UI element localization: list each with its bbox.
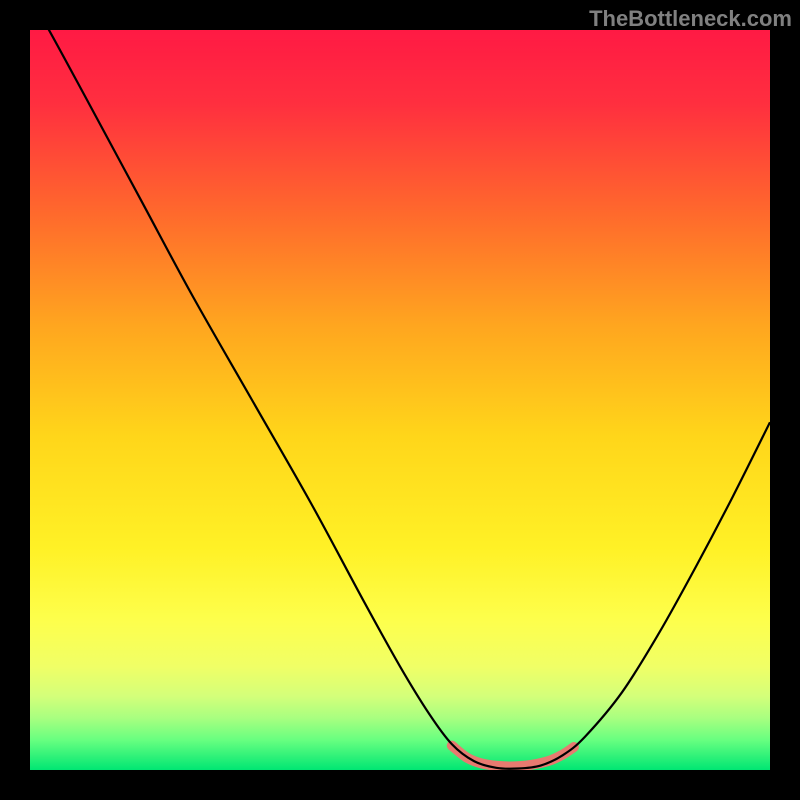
chart-container: TheBottleneck.com [0, 0, 800, 800]
frame-border [0, 0, 800, 800]
watermark-text: TheBottleneck.com [589, 6, 792, 32]
border-left [0, 0, 30, 800]
border-bottom [0, 770, 800, 800]
border-right [770, 0, 800, 800]
